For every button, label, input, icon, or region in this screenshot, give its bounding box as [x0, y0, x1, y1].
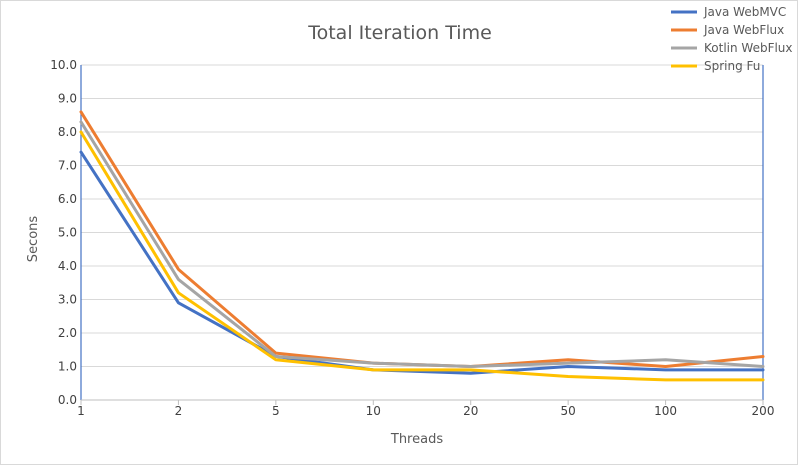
- x-axis-ticks: 1 2 5 10 20 50 100 200: [77, 400, 774, 418]
- gridlines: [81, 64, 763, 367]
- x-axis-title: Threads: [390, 432, 443, 447]
- x-tick-label: 5: [272, 404, 280, 418]
- legend-label: Spring Fu: [704, 59, 760, 73]
- x-tick-label: 1: [77, 404, 85, 418]
- chart-title: Total Iteration Time: [307, 22, 492, 44]
- y-tick-label: 7.0: [58, 159, 77, 173]
- y-tick-label: 3.0: [58, 293, 77, 307]
- y-tick-label: 4.0: [58, 259, 77, 273]
- y-axis-title: Secons: [26, 216, 41, 263]
- legend-label: Java WebMVC: [703, 5, 786, 19]
- series-line-2: [79, 120, 765, 368]
- legend: Java WebMVC Java WebFlux Kotlin WebFlux Spr…: [671, 5, 793, 73]
- y-tick-label: 9.0: [58, 92, 77, 106]
- y-tick-label: 6.0: [58, 192, 77, 206]
- y-tick-label: 0.0: [58, 393, 77, 407]
- x-tick-label: 2: [175, 404, 183, 418]
- y-tick-label: 2.0: [58, 326, 77, 340]
- y-tick-label: 10.0: [50, 58, 77, 72]
- legend-label: Java WebFlux: [703, 23, 784, 37]
- y-tick-label: 1.0: [58, 360, 77, 374]
- series-lines: [79, 110, 765, 382]
- x-tick-label: 20: [463, 404, 478, 418]
- y-tick-label: 8.0: [58, 125, 77, 139]
- y-tick-label: 5.0: [58, 226, 77, 240]
- y-axis-ticks: 0.0 1.0 2.0 3.0 4.0 5.0 6.0 7.0 8.0 9.0 10.0: [50, 58, 77, 407]
- series-line-3: [79, 130, 765, 382]
- series-line-1: [79, 110, 765, 368]
- legend-label: Kotlin WebFlux: [704, 41, 793, 55]
- x-tick-label: 100: [654, 404, 677, 418]
- series-line-0: [79, 150, 765, 375]
- x-tick-label: 50: [561, 404, 576, 418]
- x-tick-label: 200: [752, 404, 775, 418]
- x-tick-label: 10: [366, 404, 381, 418]
